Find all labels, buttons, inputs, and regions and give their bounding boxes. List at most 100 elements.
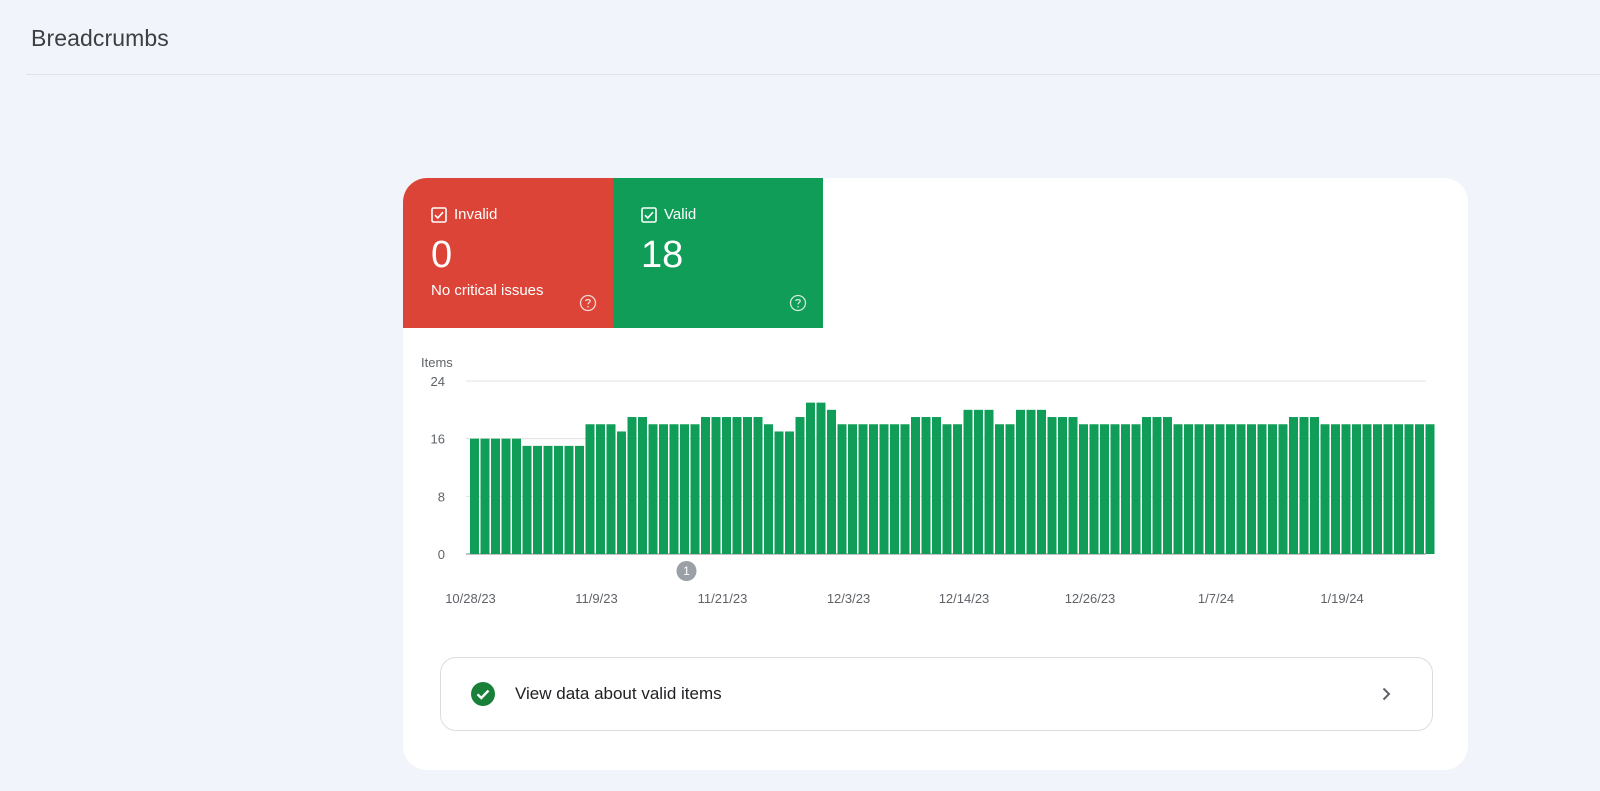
chart-bar[interactable] bbox=[1100, 424, 1109, 554]
chart-bar[interactable] bbox=[806, 402, 815, 554]
chart-bar[interactable] bbox=[890, 424, 899, 554]
chart-bar[interactable] bbox=[1341, 424, 1351, 554]
chart-bar[interactable] bbox=[1215, 424, 1225, 554]
chart-bar[interactable] bbox=[1415, 424, 1424, 554]
chart-bar[interactable] bbox=[1352, 424, 1361, 554]
valid-tile[interactable]: Valid 18 bbox=[613, 178, 823, 328]
chart-bar[interactable] bbox=[638, 417, 647, 554]
chart-bar[interactable] bbox=[1268, 424, 1277, 554]
chart-bar[interactable] bbox=[1310, 417, 1319, 554]
chart-bar[interactable] bbox=[1079, 424, 1088, 554]
chart-bar[interactable] bbox=[522, 445, 532, 554]
chart-bar[interactable] bbox=[743, 417, 752, 554]
chart-bar[interactable] bbox=[1236, 424, 1246, 554]
chart-bar[interactable] bbox=[1278, 424, 1288, 554]
chart-bar[interactable] bbox=[1404, 424, 1414, 554]
chart-bar[interactable] bbox=[1121, 424, 1130, 554]
chart-bar[interactable] bbox=[953, 424, 962, 554]
help-circle-icon[interactable] bbox=[579, 294, 597, 312]
chart-bar[interactable] bbox=[701, 417, 710, 554]
chart-bar[interactable] bbox=[1247, 424, 1256, 554]
chart-bar[interactable] bbox=[995, 424, 1004, 554]
chart-bar[interactable] bbox=[1152, 417, 1162, 554]
chart-bar[interactable] bbox=[533, 445, 542, 554]
chart-bar[interactable] bbox=[1425, 424, 1435, 554]
chart-bar[interactable] bbox=[1005, 424, 1015, 554]
chart-bar[interactable] bbox=[491, 438, 500, 554]
chart-bar[interactable] bbox=[1184, 424, 1193, 554]
chart-bar[interactable] bbox=[1226, 424, 1235, 554]
chart-bar[interactable] bbox=[911, 417, 920, 554]
chart-bar[interactable] bbox=[680, 424, 689, 554]
chart-bar[interactable] bbox=[470, 438, 479, 554]
chart-bar[interactable] bbox=[795, 417, 805, 554]
invalid-tile[interactable]: Invalid 0 No critical issues bbox=[403, 178, 613, 328]
chart-bar[interactable] bbox=[921, 417, 931, 554]
chart-bar[interactable] bbox=[764, 424, 773, 554]
chart-bar[interactable] bbox=[785, 431, 794, 554]
view-valid-items-row[interactable]: View data about valid items bbox=[440, 657, 1433, 731]
chart-bar[interactable] bbox=[1016, 409, 1025, 554]
chart-bar[interactable] bbox=[963, 409, 973, 554]
chart-bar[interactable] bbox=[627, 417, 637, 554]
chart-bar[interactable] bbox=[1289, 417, 1298, 554]
chart-bar[interactable] bbox=[606, 424, 616, 554]
chart-bar[interactable] bbox=[1257, 424, 1267, 554]
chart-bar[interactable] bbox=[648, 424, 658, 554]
chart-bar[interactable] bbox=[1173, 424, 1183, 554]
chart-bar[interactable] bbox=[585, 424, 595, 554]
chart-bar[interactable] bbox=[1047, 417, 1057, 554]
chart-bar[interactable] bbox=[669, 424, 679, 554]
chart-bar[interactable] bbox=[827, 409, 836, 554]
chart-bar[interactable] bbox=[816, 402, 826, 554]
chart-bar[interactable] bbox=[1026, 409, 1036, 554]
chart-bar[interactable] bbox=[554, 445, 563, 554]
chart-bar[interactable] bbox=[1058, 417, 1067, 554]
chart-bar[interactable] bbox=[942, 424, 952, 554]
chart-bar[interactable] bbox=[480, 438, 490, 554]
chart-bar[interactable] bbox=[659, 424, 668, 554]
chart-bar[interactable] bbox=[1320, 424, 1330, 554]
chart-bar[interactable] bbox=[732, 417, 742, 554]
chart-bar[interactable] bbox=[1331, 424, 1340, 554]
chart-bar[interactable] bbox=[869, 424, 878, 554]
chart-bar[interactable] bbox=[848, 424, 857, 554]
chart-bar[interactable] bbox=[858, 424, 868, 554]
chart-bar[interactable] bbox=[932, 417, 941, 554]
chart-bar[interactable] bbox=[1194, 424, 1204, 554]
chart-bar[interactable] bbox=[974, 409, 983, 554]
chart-bar[interactable] bbox=[1037, 409, 1046, 554]
checkbox-checked-icon[interactable] bbox=[641, 206, 657, 223]
chart-bar[interactable] bbox=[575, 445, 584, 554]
chart-bar[interactable] bbox=[711, 417, 721, 554]
chart-bar[interactable] bbox=[1394, 424, 1403, 554]
chart-bar[interactable] bbox=[753, 417, 763, 554]
chart-bar[interactable] bbox=[774, 431, 784, 554]
chart-bar[interactable] bbox=[1373, 424, 1382, 554]
chart-bar[interactable] bbox=[984, 409, 994, 554]
annotation-marker[interactable] bbox=[676, 561, 697, 581]
chart-bar[interactable] bbox=[1068, 417, 1078, 554]
chart-bar[interactable] bbox=[512, 438, 521, 554]
chart-bar[interactable] bbox=[1383, 424, 1393, 554]
chart-bar[interactable] bbox=[1163, 417, 1172, 554]
chart-bar[interactable] bbox=[1362, 424, 1372, 554]
chart-bar[interactable] bbox=[722, 417, 731, 554]
chart-bar[interactable] bbox=[564, 445, 574, 554]
chart-bar[interactable] bbox=[900, 424, 910, 554]
chart-bar[interactable] bbox=[543, 445, 553, 554]
chart-bar[interactable] bbox=[1299, 417, 1309, 554]
chart-bar[interactable] bbox=[1131, 424, 1141, 554]
chart-bar[interactable] bbox=[501, 438, 511, 554]
chart-bar[interactable] bbox=[1089, 424, 1099, 554]
chart-bar[interactable] bbox=[690, 424, 700, 554]
checkbox-checked-icon[interactable] bbox=[431, 206, 447, 223]
chart-bar[interactable] bbox=[596, 424, 605, 554]
chart-bar[interactable] bbox=[879, 424, 889, 554]
help-circle-icon[interactable] bbox=[789, 294, 807, 312]
chart-bar[interactable] bbox=[837, 424, 847, 554]
chart-bar[interactable] bbox=[1110, 424, 1120, 554]
chart-bar[interactable] bbox=[617, 431, 626, 554]
chart-bar[interactable] bbox=[1142, 417, 1151, 554]
chart-bar[interactable] bbox=[1205, 424, 1214, 554]
